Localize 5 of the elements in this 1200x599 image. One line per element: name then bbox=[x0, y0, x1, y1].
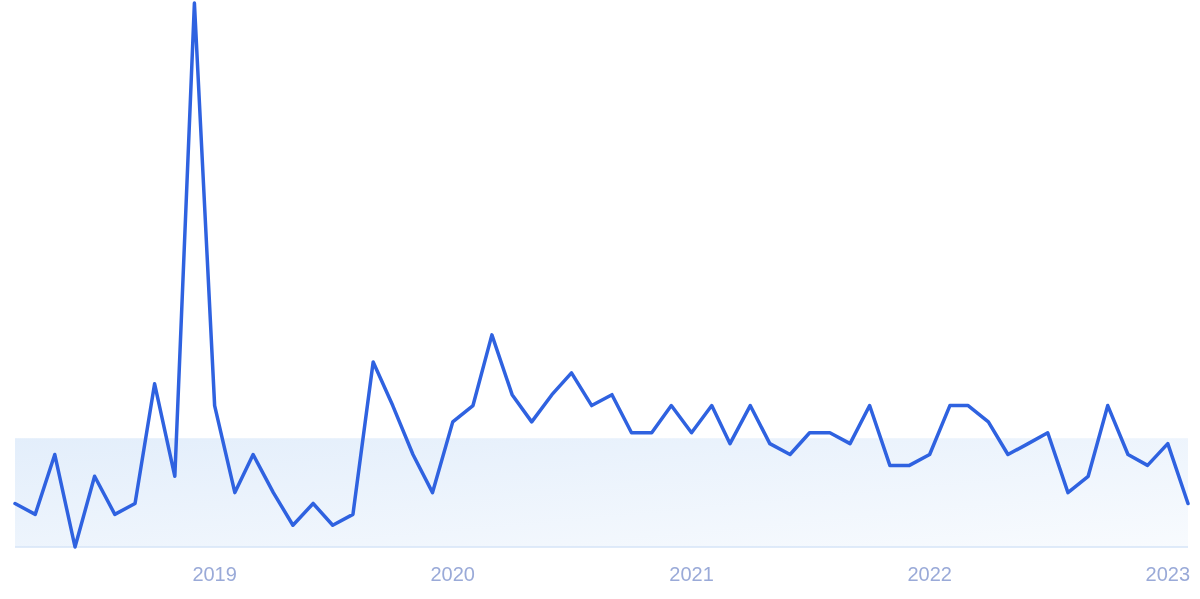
x-tick-label: 2020 bbox=[430, 563, 475, 585]
x-tick-label: 2023 bbox=[1145, 563, 1191, 585]
x-tick-label: 2022 bbox=[907, 563, 952, 585]
x-tick-label: 2019 bbox=[192, 563, 237, 585]
x-tick-label: 2021 bbox=[669, 563, 714, 585]
